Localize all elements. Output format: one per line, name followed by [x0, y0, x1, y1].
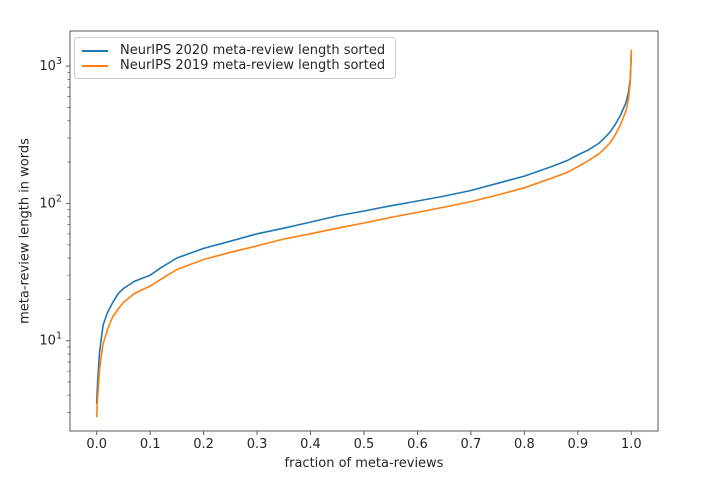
legend-label-neurips-2019: NeurIPS 2019 meta-review length sorted	[120, 58, 386, 73]
y-tick-label: 101	[39, 331, 62, 349]
x-tick-label: 0.9	[567, 437, 588, 452]
legend-line-neurips-2019-swatch	[82, 64, 108, 67]
y-axis-label: meta-review length in words	[17, 138, 33, 324]
legend-label-neurips-2020: NeurIPS 2020 meta-review length sorted	[120, 43, 386, 58]
y-tick-label: 102	[39, 193, 62, 211]
series-line-neurips-2019	[95, 49, 633, 418]
series-line-neurips-2020	[95, 54, 633, 405]
legend-line-neurips-2020-swatch	[82, 49, 108, 52]
x-tick-label: 0.4	[300, 437, 321, 452]
x-tick-label: 0.6	[407, 437, 428, 452]
x-tick-label: 0.3	[247, 437, 268, 452]
x-axis-label: fraction of meta-reviews	[284, 456, 444, 471]
plot-spines	[69, 30, 659, 432]
legend: NeurIPS 2020 meta-review length sorted N…	[74, 37, 397, 79]
legend-item-neurips-2020: NeurIPS 2020 meta-review length sorted	[82, 43, 385, 58]
legend-item-neurips-2019: NeurIPS 2019 meta-review length sorted	[82, 58, 385, 73]
y-tick-label: 103	[39, 56, 62, 74]
x-tick-label: 0.2	[193, 437, 214, 452]
x-tick-label: 0.5	[354, 437, 375, 452]
x-tick-label: 1.0	[621, 437, 642, 452]
x-tick-label: 0.1	[140, 437, 161, 452]
x-tick-label: 0.7	[461, 437, 482, 452]
x-tick-label: 0.0	[86, 437, 107, 452]
x-tick-label: 0.8	[514, 437, 535, 452]
